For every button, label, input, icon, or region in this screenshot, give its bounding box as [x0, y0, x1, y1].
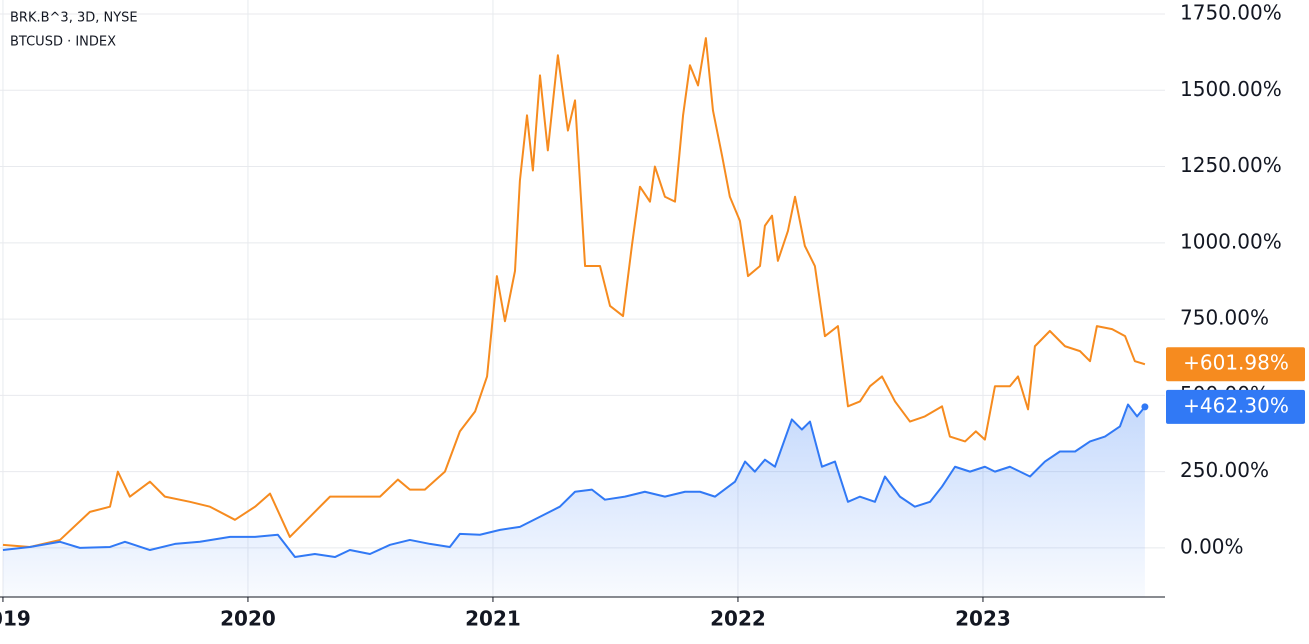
x-tick-label: 2020 [220, 607, 276, 631]
x-tick-label: 2022 [710, 607, 766, 631]
end-label: +601.98% [1183, 351, 1289, 375]
y-tick-label: 1500.00% [1180, 77, 1282, 101]
end-label-box [1166, 389, 1305, 424]
y-tick-label: 0.00% [1180, 534, 1244, 558]
plot [2, 37, 1149, 597]
y-tick-label: 1750.00% [1180, 1, 1282, 25]
x-tick-label: 2023 [955, 607, 1011, 631]
legend-entry: BRK.B^3, 3D, NYSE [10, 11, 138, 26]
last-point [1141, 403, 1149, 411]
y-tick-label: 1000.00% [1180, 229, 1282, 253]
series-line [2, 403, 1146, 559]
series-line [2, 37, 1146, 548]
end-label-box [1166, 347, 1305, 382]
y-tick-label: 250.00% [1180, 458, 1269, 482]
y-tick-label: 1250.00% [1180, 153, 1282, 177]
end-label: +462.30% [1183, 393, 1289, 417]
x-tick-label: 2019 [0, 607, 31, 631]
legend-entry: BTCUSD · INDEX [10, 35, 116, 50]
y-tick-label: 750.00% [1180, 306, 1269, 330]
x-tick-label: 2021 [465, 607, 521, 631]
